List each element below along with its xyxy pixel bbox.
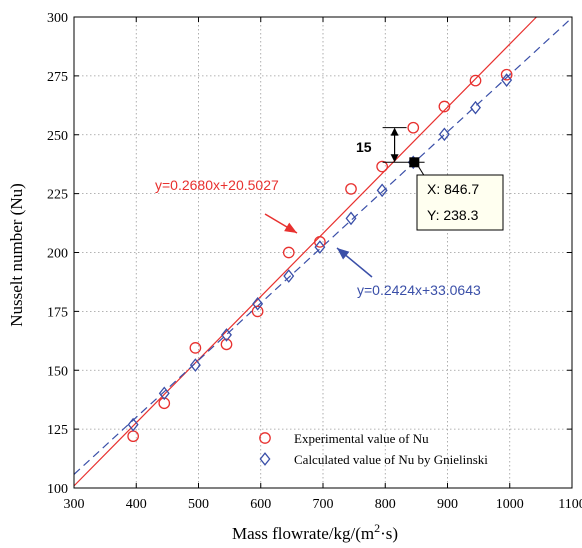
y-tick-label: 125 — [47, 423, 68, 438]
x-axis-label: Mass flowrate/kg/(m2·s) — [232, 521, 398, 543]
fit-lines — [73, 16, 573, 487]
y-tick-label: 250 — [47, 129, 68, 144]
y-axis-label: Nusselt number (Nu) — [7, 183, 26, 327]
callout-arrow-calculated-head — [337, 248, 350, 260]
x-tick-label: 1100 — [558, 497, 582, 512]
legend-marker-experimental — [259, 432, 271, 444]
point-calculated — [376, 183, 388, 198]
x-tick-label: 900 — [437, 497, 458, 512]
datatip-x: X: 846.7 — [427, 181, 479, 197]
point-experimental — [220, 338, 233, 351]
point-calculated — [501, 73, 513, 87]
y-tick-label: 275 — [47, 70, 68, 85]
point-experimental — [189, 342, 202, 354]
y-tick-label: 175 — [47, 305, 68, 320]
point-calculated — [314, 240, 326, 254]
annotations — [264, 127, 426, 278]
x-tick-label: 1000 — [496, 497, 524, 512]
point-calculated — [283, 269, 295, 283]
point-experimental — [500, 68, 513, 81]
x-tick-label: 400 — [126, 497, 147, 512]
point-calculated — [470, 100, 481, 115]
point-calculated — [127, 417, 139, 432]
point-experimental — [345, 183, 357, 195]
point-experimental — [158, 397, 171, 410]
point-experimental — [282, 246, 295, 259]
legend: Experimental value of Nu Calculated valu… — [259, 431, 488, 467]
x-tick-label: 800 — [375, 497, 396, 512]
datatip-box — [416, 174, 504, 231]
difference-arrow-head-bottom — [390, 154, 399, 163]
datatip-y: Y: 238.3 — [427, 207, 479, 223]
callout-arrow-experimental-head — [284, 222, 297, 233]
plot-border — [73, 16, 573, 489]
plot-frame — [73, 16, 573, 489]
fit-line-experimental — [73, 16, 537, 487]
fit-line-calculated — [73, 17, 573, 475]
y-tick-label: 225 — [47, 188, 68, 203]
legend-label-experimental: Experimental value of Nu — [294, 431, 429, 446]
point-experimental — [314, 236, 326, 248]
point-experimental — [376, 160, 388, 173]
point-calculated — [345, 211, 357, 226]
tick-labels: 300 400 500 600 700 800 900 1000 1100 100 125 150 17… — [47, 11, 582, 512]
point-calculated — [438, 127, 450, 142]
legend-label-calculated: Calculated value of Nu by Gnielinski — [294, 452, 488, 467]
data-markers — [127, 68, 513, 443]
point-calculated — [221, 328, 232, 342]
point-calculated — [252, 296, 264, 311]
x-tick-label: 300 — [64, 497, 85, 512]
fit-equation-calculated: y=0.2424x+33.0643 — [357, 282, 481, 298]
legend-marker-calculated — [259, 452, 271, 466]
y-tick-label: 100 — [47, 482, 68, 497]
difference-arrow-head-top — [390, 127, 399, 136]
x-tick-label: 500 — [188, 497, 209, 512]
point-calculated — [189, 358, 201, 372]
y-tick-label: 300 — [47, 11, 68, 26]
point-experimental — [469, 74, 482, 87]
point-experimental — [251, 305, 264, 318]
grid — [74, 17, 572, 488]
y-tick-label: 150 — [47, 364, 68, 379]
point-calculated — [158, 386, 170, 401]
x-tick-label: 700 — [313, 497, 334, 512]
x-tick-label: 600 — [250, 497, 271, 512]
fit-equation-experimental: y=0.2680x+20.5027 — [155, 177, 279, 193]
point-experimental — [438, 100, 451, 113]
datatip: X: 846.7 Y: 238.3 — [416, 174, 504, 231]
point-experimental — [407, 121, 420, 134]
difference-label: 15 — [356, 139, 372, 155]
point-experimental — [127, 430, 139, 443]
y-tick-label: 200 — [47, 247, 68, 262]
